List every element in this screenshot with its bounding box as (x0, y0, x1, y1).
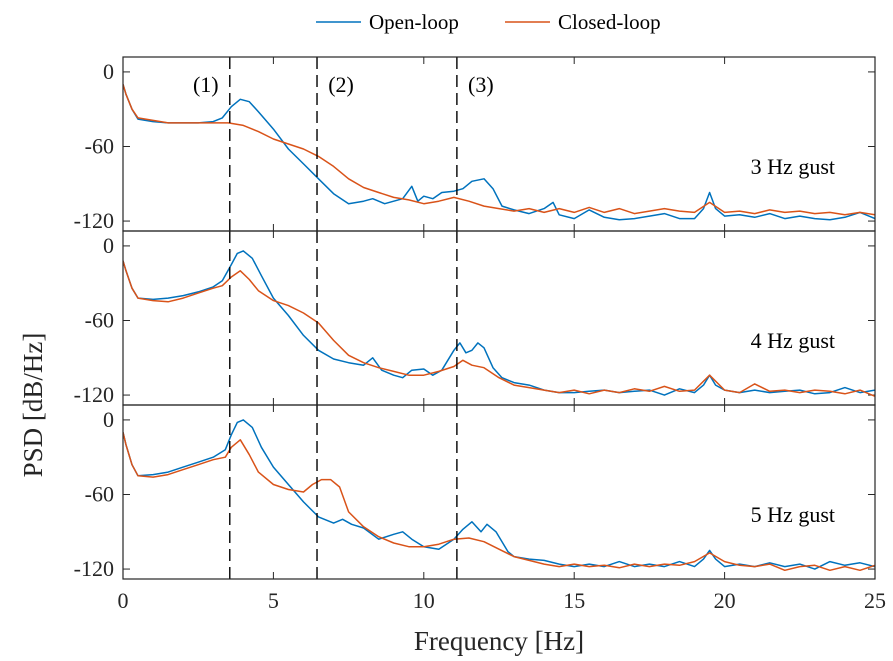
marker-label-2: (2) (328, 72, 354, 97)
x-tick-label: 10 (413, 588, 435, 613)
open-loop-line (123, 419, 875, 570)
x-tick-label: 25 (864, 588, 886, 613)
marker-label-3: (3) (468, 72, 494, 97)
closed-loop-line (123, 84, 875, 216)
x-tick-label: 5 (268, 588, 279, 613)
legend: Open-loop Closed-loop (316, 10, 661, 34)
legend-closed-label: Closed-loop (558, 10, 661, 34)
panel-frame (122, 56, 876, 232)
y-tick-label: -120 (74, 556, 114, 581)
legend-open-label: Open-loop (369, 10, 459, 34)
y-tick-label: -60 (85, 481, 114, 506)
y-tick-label: -60 (85, 307, 114, 332)
x-tick-label: 20 (714, 588, 736, 613)
panel-label: 4 Hz gust (751, 328, 835, 353)
open-loop-line (123, 250, 875, 396)
open-loop-line (123, 84, 875, 221)
x-axis-ticks: 0 5 10 15 20 25 (118, 588, 887, 613)
x-tick-label: 0 (118, 588, 129, 613)
panel-label: 5 Hz gust (751, 502, 835, 527)
x-tick-label: 15 (563, 588, 585, 613)
y-tick-label: 0 (103, 233, 114, 258)
panel-3hz-gust: 0 -60 -120 3 Hz gust (74, 56, 876, 233)
y-tick-label: -120 (74, 208, 114, 233)
y-tick-label: 0 (103, 407, 114, 432)
y-tick-label: -120 (74, 382, 114, 407)
y-axis-label: PSD [dB/Hz] (18, 333, 48, 478)
panel-5hz-gust: 0 -60 -120 5 Hz gust (74, 404, 876, 581)
panel-4hz-gust: 0 -60 -120 4 Hz gust (74, 230, 876, 407)
x-axis-label: Frequency [Hz] (414, 626, 584, 656)
y-tick-label: -60 (85, 133, 114, 158)
y-tick-label: 0 (103, 59, 114, 84)
panel-frame (122, 404, 876, 580)
panel-label: 3 Hz gust (751, 154, 835, 179)
marker-label-1: (1) (193, 72, 219, 97)
closed-loop-line (123, 432, 875, 572)
closed-loop-line (123, 260, 875, 397)
